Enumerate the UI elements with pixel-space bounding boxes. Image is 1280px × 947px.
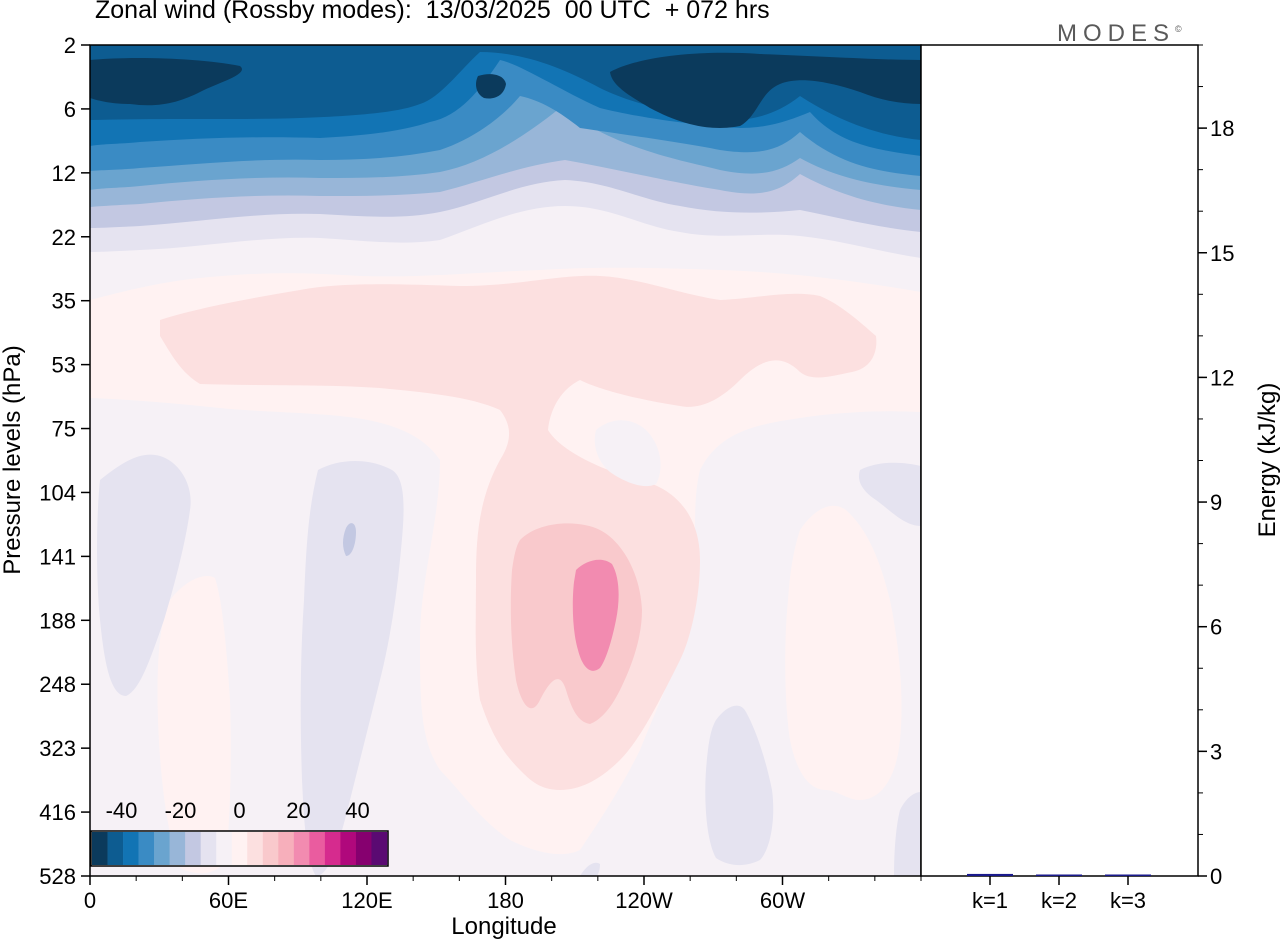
colorbar-swatch <box>107 832 124 865</box>
energy-bar <box>1105 874 1151 876</box>
x-tick-label: 60W <box>760 888 805 913</box>
colorbar-swatch <box>340 832 357 865</box>
y-tick-label: 528 <box>39 864 76 889</box>
colorbar-tick-label: 40 <box>345 798 369 823</box>
contour-band-m5-f <box>580 862 600 876</box>
y-tick-label: 53 <box>52 353 76 378</box>
contour-band-hole <box>594 420 661 487</box>
contour-band-m5-c <box>705 705 774 866</box>
y-tick-label: 22 <box>52 225 76 250</box>
x-tick-label: 60E <box>209 888 248 913</box>
energy-axis-label: Energy (kJ/kg) <box>1254 383 1280 538</box>
bar-category-label: k=1 <box>972 888 1008 913</box>
energy-bar <box>967 873 1013 876</box>
colorbar-swatch <box>231 832 248 865</box>
colorbar-swatch <box>262 832 279 865</box>
bar-category-label: k=2 <box>1041 888 1077 913</box>
y-axis-label: Pressure levels (hPa) <box>0 345 26 574</box>
colorbar-swatch <box>154 832 170 865</box>
x-axis: 0 60E 120E 180 120W 60W <box>84 876 922 913</box>
y-tick-label: 323 <box>39 736 76 761</box>
energy-tick-label: 12 <box>1210 365 1234 390</box>
y-tick-label: 188 <box>39 608 76 633</box>
x-tick-label: 0 <box>84 888 96 913</box>
energy-tick-label: 3 <box>1210 739 1222 764</box>
colorbar-swatch <box>355 832 372 865</box>
energy-tick-label: 0 <box>1210 864 1222 889</box>
colorbar-swatch <box>185 832 201 865</box>
colorbar-swatch <box>138 832 155 865</box>
colorbar-swatch <box>293 832 310 865</box>
colorbar: -40 -20 0 20 40 <box>90 798 389 867</box>
modes-logo: MODES© <box>1057 20 1182 48</box>
y-tick-label: 35 <box>52 289 76 314</box>
colorbar-swatch <box>309 832 326 865</box>
bar-category-label: k=3 <box>1110 888 1146 913</box>
x-tick-label: 120W <box>615 888 673 913</box>
y-tick-label: 141 <box>39 544 76 569</box>
colorbar-swatch <box>92 832 108 865</box>
y-tick-label: 416 <box>39 800 76 825</box>
y-tick-label: 104 <box>39 480 76 505</box>
energy-bars: k=1 k=2 k=3 <box>967 873 1151 913</box>
x-tick-label: 120E <box>341 888 392 913</box>
colorbar-tick-label: -20 <box>165 798 197 823</box>
contour-band-m10-spot <box>343 523 356 556</box>
y-tick-label: 248 <box>39 672 76 697</box>
contour-band-p5 <box>160 275 877 790</box>
colorbar-swatch <box>278 832 295 865</box>
colorbar-tick-label: 20 <box>286 798 310 823</box>
colorbar-tick-label: -40 <box>106 798 138 823</box>
colorbar-swatch <box>216 832 233 865</box>
contour-band-p0-west <box>157 576 231 874</box>
y-tick-label: 6 <box>64 97 76 122</box>
colorbar-swatch <box>169 832 186 865</box>
logo-text: MODES <box>1057 20 1176 47</box>
energy-tick-label: 15 <box>1210 241 1234 266</box>
contour-band-p15 <box>572 559 619 671</box>
contour-field <box>90 45 921 876</box>
contour-band-m5-e <box>894 792 921 876</box>
colorbar-swatch <box>200 832 217 865</box>
chart-title: Zonal wind (Rossby modes): 13/03/2025 00… <box>95 0 770 24</box>
bar-plot-frame <box>920 44 1199 877</box>
colorbar-swatch <box>247 832 264 865</box>
contour-band-m5-d <box>858 462 921 526</box>
energy-tick-label: 6 <box>1210 615 1222 640</box>
contour-band-m5-a <box>97 454 191 696</box>
contour-band-p0-east <box>785 505 902 800</box>
y-tick-label: 12 <box>52 161 76 186</box>
contour-band-m40-mid <box>476 74 506 99</box>
y-tick-label: 75 <box>52 417 76 442</box>
y-tick-label: 2 <box>64 33 76 58</box>
colorbar-swatch <box>123 832 139 865</box>
contour-band-m5-b <box>300 461 404 876</box>
x-tick-label: 180 <box>487 888 524 913</box>
logo-copyright-mark: © <box>1175 24 1182 34</box>
colorbar-swatch <box>371 832 388 865</box>
x-axis-label: Longitude <box>451 913 556 940</box>
energy-tick-label: 9 <box>1210 490 1222 515</box>
y-axis: 2 6 12 22 35 53 75 104 141 188 248 323 416 528 <box>39 33 90 889</box>
colorbar-tick-label: 0 <box>233 798 245 823</box>
colorbar-swatch <box>324 832 341 865</box>
energy-tick-label: 18 <box>1210 116 1234 141</box>
energy-axis: 0 3 6 9 12 15 18 <box>1198 44 1234 889</box>
contour-band-m40-east <box>610 52 921 128</box>
contour-band-m40 <box>90 58 242 106</box>
energy-bar <box>1036 874 1082 876</box>
